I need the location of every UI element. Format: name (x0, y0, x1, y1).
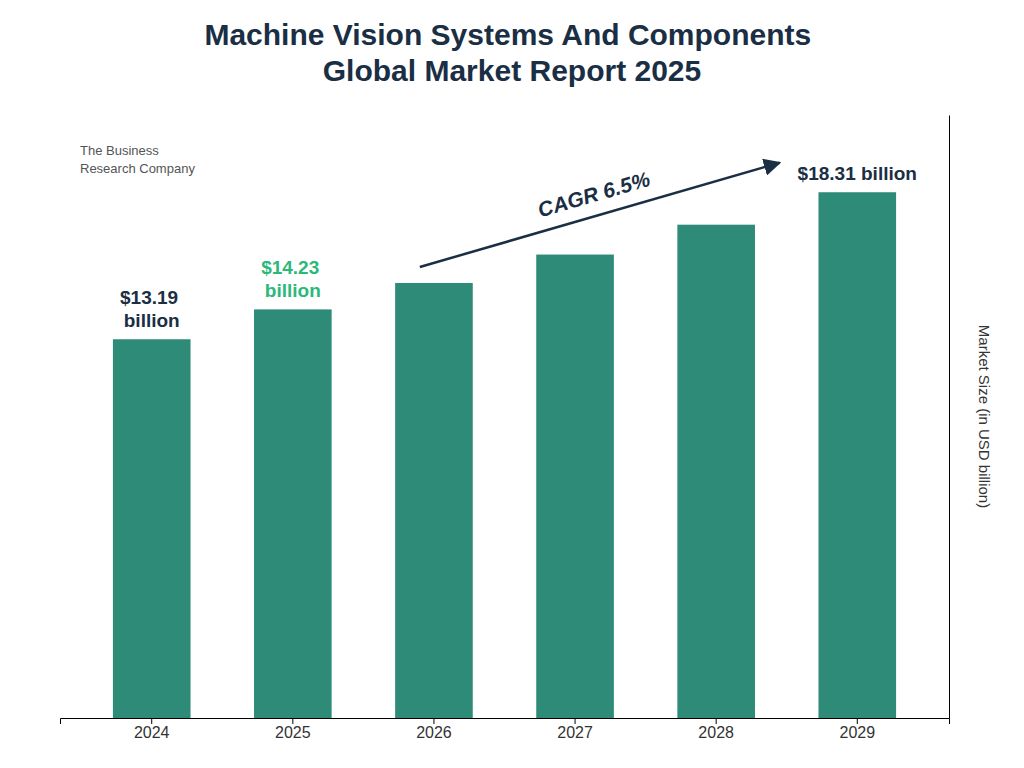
x-tick: 2027 (557, 718, 593, 741)
x-tick: 2029 (839, 718, 875, 741)
x-tick-label: 2026 (416, 724, 452, 741)
plot: 202420252026202720282029$13.19 billion$1… (61, 116, 950, 742)
x-tick-mark (716, 718, 717, 724)
bar (113, 339, 191, 718)
y-axis-line (949, 116, 950, 719)
x-tick-label: 2029 (839, 724, 875, 741)
text-line: $13.19 (120, 287, 178, 308)
title: Machine Vision Systems And Components Gl… (204, 18, 819, 87)
x-tick-mark (575, 718, 576, 724)
x-axis-line (61, 719, 950, 725)
x-tick-label: 2024 (134, 724, 170, 741)
text-line: Research Company (80, 161, 195, 176)
y-axis (949, 116, 950, 719)
x-tick: 2026 (416, 718, 452, 741)
bar (818, 192, 896, 718)
x-tick-label: 2025 (275, 724, 311, 741)
x-tick-label: 2028 (698, 724, 734, 741)
cagr-label: CAGR 6.5% (535, 167, 653, 221)
y-axis-label: Market Size (in USD billion) (976, 325, 993, 508)
bar (395, 283, 473, 718)
x-tick-mark (857, 718, 858, 724)
x-axis: 2024 2025 2026 2027 2028 2029 (61, 718, 950, 741)
annotations: $13.19 billion$14.23 billion$18.31 billi… (80, 143, 917, 331)
annotation: $14.23 billion (261, 257, 324, 301)
bar (536, 255, 614, 718)
text-line: $18.31 billion (798, 163, 917, 184)
x-tick: 2025 (275, 718, 311, 741)
x-tick-mark (151, 718, 152, 724)
text-line: billion (265, 280, 321, 301)
text-line: Machine Vision Systems And Components (204, 18, 811, 51)
chart: Machine Vision Systems And Components Gl… (0, 0, 1024, 768)
text-line: The Business (80, 143, 159, 158)
annotation: $13.19 billion (120, 287, 183, 331)
bar (677, 225, 755, 718)
cagr-arrow (420, 163, 780, 267)
text-line: $14.23 (261, 257, 319, 278)
text-line: Global Market Report 2025 (323, 54, 701, 87)
x-tick-mark (433, 718, 434, 724)
bar (254, 309, 332, 718)
text-line: billion (124, 310, 180, 331)
x-tick: 2024 (134, 718, 170, 741)
x-tick-label: 2027 (557, 724, 593, 741)
x-tick: 2028 (698, 718, 734, 741)
x-tick-mark (292, 718, 293, 724)
bars (113, 192, 896, 718)
annotation: $18.31 billion (798, 163, 917, 184)
logo-text: The Business Research Company (80, 143, 195, 176)
